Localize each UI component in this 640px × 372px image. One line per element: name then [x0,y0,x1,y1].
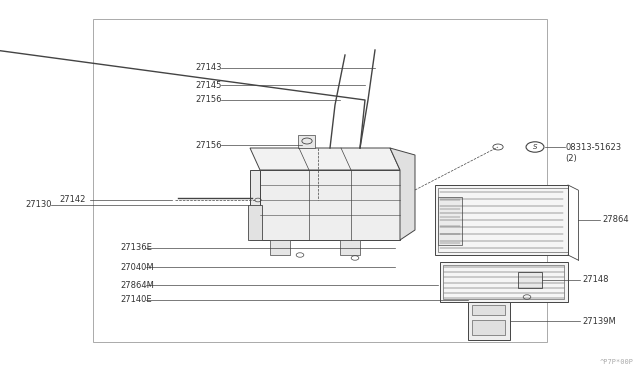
Polygon shape [340,240,360,255]
Text: 27156: 27156 [195,96,221,105]
Bar [93,19,547,342]
Bar [472,320,505,335]
Text: 27864: 27864 [602,215,628,224]
Polygon shape [440,262,568,302]
Polygon shape [248,205,262,240]
Polygon shape [518,272,542,288]
Text: 27145: 27145 [195,80,221,90]
Text: 27864M: 27864M [120,280,154,289]
Bar [438,188,568,252]
Text: (2): (2) [565,154,577,163]
Polygon shape [468,302,510,340]
Text: 27140E: 27140E [120,295,152,305]
Text: 27040M: 27040M [120,263,154,272]
Text: 27136E: 27136E [120,244,152,253]
Text: S: S [532,144,537,150]
Polygon shape [250,170,260,240]
Text: 27130: 27130 [25,201,51,209]
Text: 08313-51623: 08313-51623 [565,142,621,151]
Polygon shape [270,240,290,255]
Polygon shape [435,185,568,255]
Text: 27142: 27142 [60,196,86,205]
Text: 27143: 27143 [195,64,221,73]
Polygon shape [298,135,315,148]
Text: 27148: 27148 [582,276,609,285]
Polygon shape [250,148,400,170]
Polygon shape [438,197,462,245]
Polygon shape [260,170,400,240]
Text: 27156: 27156 [195,141,221,150]
Text: 27139M: 27139M [582,317,616,326]
Bar [472,305,505,315]
Polygon shape [390,148,415,240]
Bar [443,265,564,299]
Text: ^P7P*00P: ^P7P*00P [600,359,634,365]
